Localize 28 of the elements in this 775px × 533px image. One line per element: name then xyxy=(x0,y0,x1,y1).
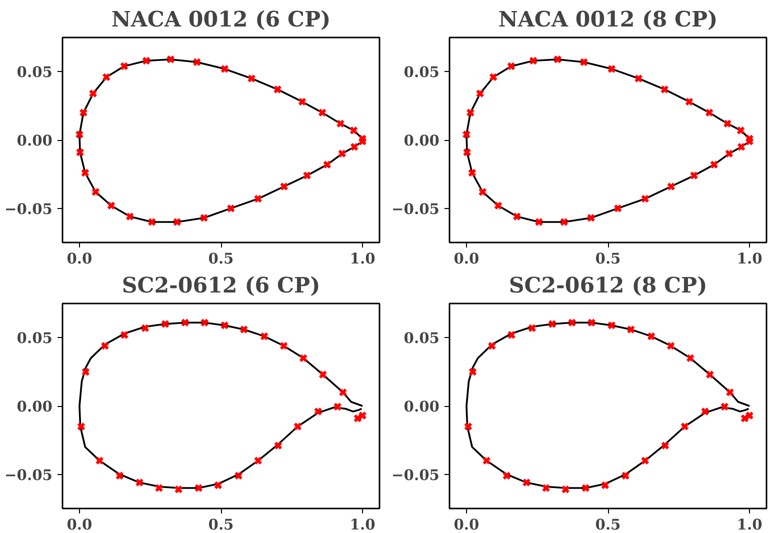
y-tick-label: 0.00 xyxy=(16,398,53,416)
y-tick-label: 0.00 xyxy=(404,398,440,416)
y-tick-label: 0.05 xyxy=(404,330,440,348)
x-tick-label: 1.0 xyxy=(736,516,762,533)
x-tick-label: 0.0 xyxy=(66,250,92,268)
x-tick-label: 0.5 xyxy=(595,516,621,533)
y-tick-label: 0.05 xyxy=(16,330,53,348)
chart-title: NACA 0012 (6 CP) xyxy=(111,8,331,32)
y-tick-label: −0.05 xyxy=(4,200,53,218)
y-tick-label: 0.05 xyxy=(404,64,440,82)
x-tick-label: 0.5 xyxy=(595,250,621,268)
y-tick-label: −0.05 xyxy=(4,466,53,484)
y-tick-label: −0.05 xyxy=(392,200,440,218)
x-tick-label: 1.0 xyxy=(350,250,376,268)
y-tick-label: 0.05 xyxy=(16,64,53,82)
y-tick-label: 0.00 xyxy=(16,132,53,150)
chart-title: SC2-0612 (6 CP) xyxy=(122,274,320,298)
x-tick-label: 0.5 xyxy=(208,250,234,268)
y-tick-label: −0.05 xyxy=(392,466,440,484)
x-tick-label: 0.0 xyxy=(66,516,92,533)
x-tick-label: 0.5 xyxy=(208,516,234,533)
x-tick-label: 1.0 xyxy=(350,516,376,533)
x-tick-label: 1.0 xyxy=(736,250,762,268)
x-tick-label: 0.0 xyxy=(454,250,480,268)
y-tick-label: 0.00 xyxy=(404,132,440,150)
chart-title: SC2-0612 (8 CP) xyxy=(508,274,708,298)
chart-title: NACA 0012 (8 CP) xyxy=(498,8,718,32)
x-tick-label: 0.0 xyxy=(454,516,480,533)
